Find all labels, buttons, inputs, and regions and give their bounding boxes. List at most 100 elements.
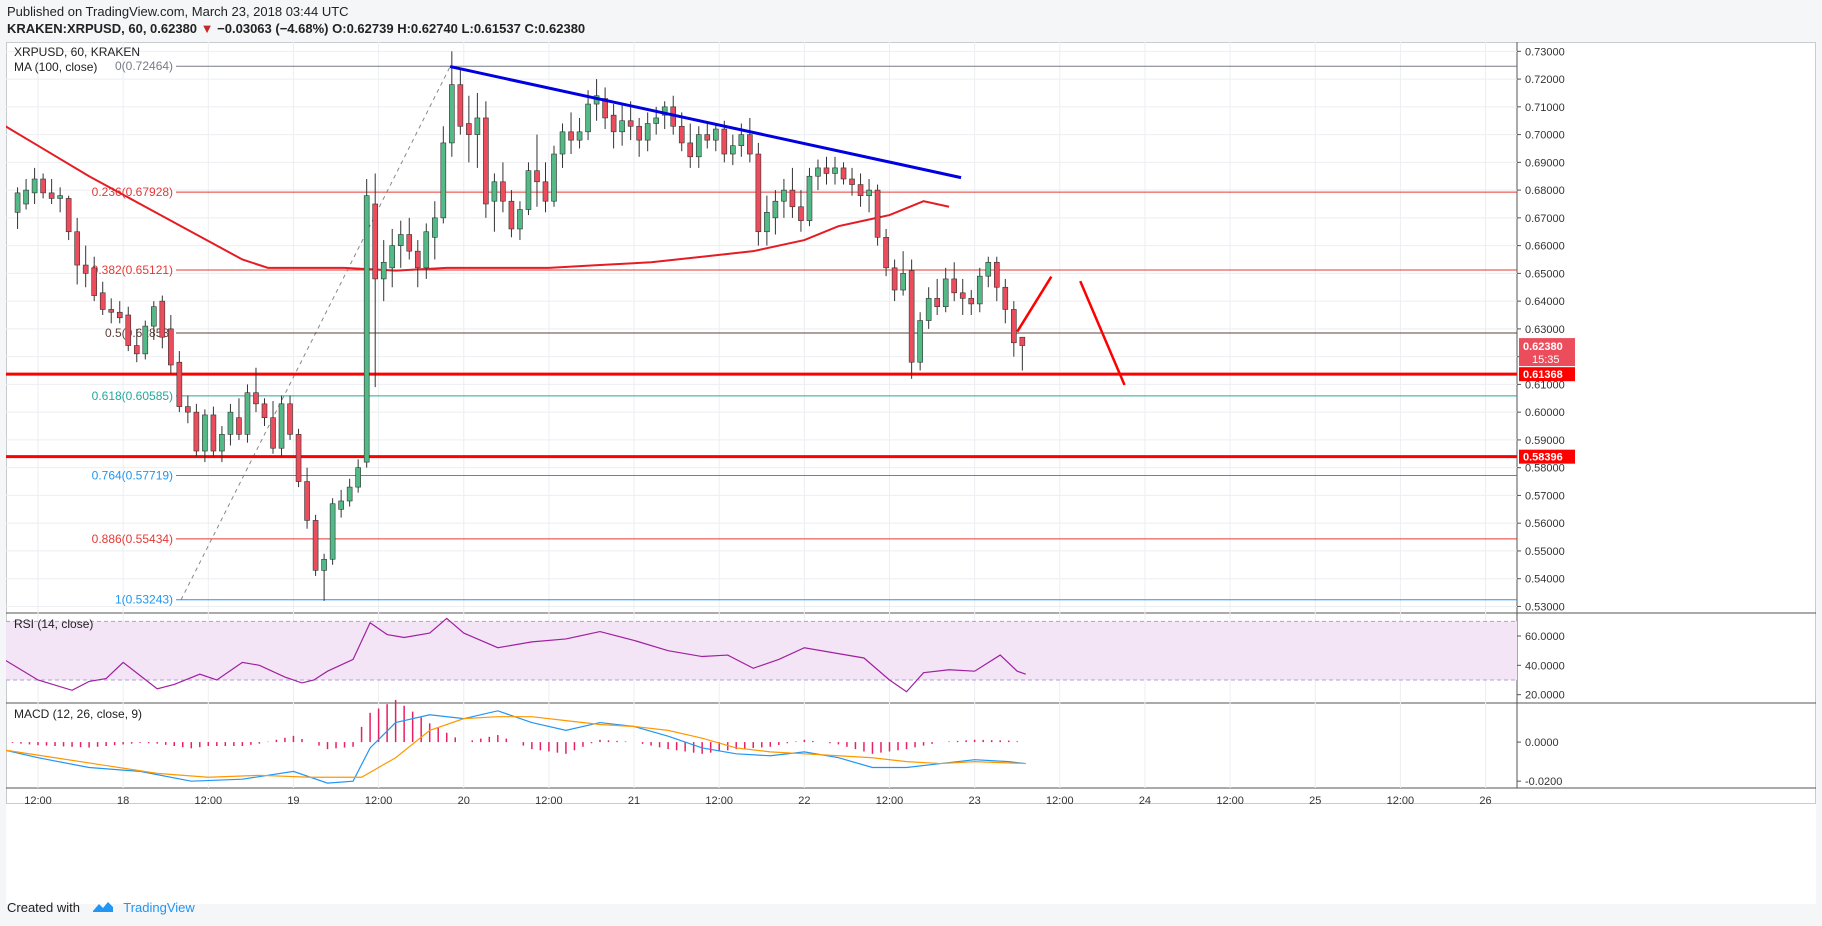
candle — [99, 281, 106, 316]
candle-body — [40, 178, 46, 194]
time-tick-label: 20 — [458, 795, 470, 807]
main-pane-title: XRPUSD, 60, KRAKEN — [14, 45, 140, 59]
chart-container[interactable]: 12:00 18 12:00 19 12:00 20 12:00 21 12:00 22 12:00… — [0, 42, 1816, 904]
candle — [747, 117, 753, 163]
candle — [261, 398, 268, 427]
price-tick-label: 0.71000 — [1525, 102, 1565, 114]
time-tick-label: 21 — [628, 795, 640, 807]
candle-body — [355, 467, 361, 488]
ma-indicator-label: MA (100, close) — [14, 60, 97, 74]
time-tick-label: 12:00 — [1046, 795, 1074, 807]
time-tick-label: 12:00 — [1216, 795, 1244, 807]
candle-body — [185, 406, 191, 413]
price-tick-label: 0.65000 — [1525, 268, 1565, 280]
candle — [329, 498, 336, 565]
candle-body — [772, 200, 779, 219]
candle-body — [380, 261, 387, 280]
candle-body — [31, 178, 38, 194]
candle — [457, 67, 464, 135]
candle-body — [517, 209, 523, 230]
candle-body — [891, 267, 898, 291]
fib-level-label: 0.886(0.55434) — [92, 532, 173, 546]
support-price-tag — [1519, 449, 1575, 464]
candle — [849, 167, 855, 196]
candle-body — [976, 275, 983, 305]
candle — [968, 290, 975, 316]
candle — [91, 256, 97, 302]
rsi-tick-label: 40.0000 — [1525, 660, 1565, 672]
candle — [304, 467, 310, 529]
candle — [602, 87, 608, 130]
candle — [678, 112, 685, 152]
candle — [423, 223, 430, 279]
time-tick-label: 12:00 — [365, 795, 393, 807]
candle-body — [610, 114, 617, 133]
candle-body — [559, 131, 566, 155]
support-price-label: 0.58396 — [1523, 452, 1563, 464]
candle — [389, 228, 396, 288]
price-tick-label: 0.68000 — [1525, 185, 1565, 197]
chart-svg[interactable]: 12:00 18 12:00 19 12:00 20 12:00 21 12:00 22 12:00… — [0, 42, 1816, 904]
candle-body — [534, 170, 540, 183]
candle-body — [65, 198, 72, 233]
candle — [244, 384, 251, 443]
fib-level-label: 0.382(0.65121) — [92, 263, 173, 277]
candle-body — [440, 142, 447, 219]
candle-body — [738, 134, 745, 146]
candle-body — [406, 234, 413, 252]
time-tick-label: 26 — [1479, 795, 1491, 807]
candle — [1011, 301, 1017, 357]
symbol-ohlc-line: KRAKEN:XRPUSD, 60, 0.62380 ▼ −0.03063 (−… — [7, 21, 586, 36]
candle — [695, 126, 702, 168]
candle — [397, 220, 404, 268]
candle — [687, 123, 694, 168]
candle — [559, 123, 566, 168]
high-value: 0.62740 — [410, 21, 458, 36]
fib-level-label: 0.236(0.67928) — [92, 185, 173, 199]
candle — [82, 245, 89, 288]
high-label: H: — [397, 21, 411, 36]
candle — [908, 259, 915, 379]
candle-body — [985, 261, 992, 277]
rsi-pane-title: RSI (14, close) — [14, 617, 93, 631]
candle-body — [151, 306, 157, 327]
candle-body — [661, 106, 668, 116]
candle — [951, 262, 958, 302]
candle-body — [951, 278, 958, 294]
created-with-label: Created with — [7, 900, 80, 915]
candle-body — [789, 189, 796, 208]
resistance-trendline — [449, 65, 962, 180]
price-tick-label: 0.67000 — [1525, 213, 1565, 225]
tradingview-link[interactable]: TradingView — [123, 900, 195, 915]
candle — [168, 315, 174, 374]
candle-body — [108, 309, 115, 313]
macd-pane-title: MACD (12, 26, close, 9) — [14, 707, 142, 721]
candle-body — [849, 178, 855, 185]
candle — [185, 395, 191, 424]
candle — [142, 320, 149, 360]
candle — [474, 92, 481, 168]
low-value: 0.61537 — [473, 21, 521, 36]
bar-countdown-label: 15:35 — [1532, 354, 1560, 366]
candle-body — [755, 153, 762, 233]
last-price: 0.62380 — [150, 21, 198, 36]
candle — [355, 459, 361, 493]
candle — [23, 179, 29, 210]
price-tick-label: 0.55000 — [1525, 546, 1565, 558]
candle-body — [815, 167, 821, 177]
candle-body — [193, 411, 200, 452]
projection-up-line — [1016, 276, 1053, 333]
candle-body — [414, 250, 421, 269]
candle-body — [525, 170, 532, 210]
candle-body — [1002, 286, 1009, 310]
candle-body — [159, 300, 166, 338]
candle-body — [968, 298, 975, 305]
candle-body — [551, 153, 557, 202]
candle — [74, 217, 80, 285]
candle — [491, 173, 498, 232]
candle — [440, 126, 447, 224]
candle — [789, 167, 796, 218]
candle — [406, 217, 413, 260]
candle-body — [781, 189, 787, 202]
candle-body — [806, 175, 813, 221]
